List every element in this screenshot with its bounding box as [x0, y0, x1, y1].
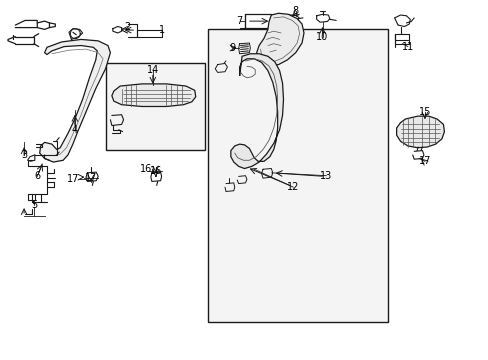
- Text: 4: 4: [72, 125, 78, 135]
- Polygon shape: [396, 116, 444, 148]
- Text: 7: 7: [236, 17, 242, 27]
- Text: 12: 12: [286, 182, 299, 192]
- Text: 16: 16: [149, 166, 162, 176]
- Polygon shape: [112, 84, 195, 107]
- Text: 9: 9: [229, 43, 235, 53]
- Bar: [207, 30, 387, 321]
- Polygon shape: [230, 54, 283, 168]
- Text: 1: 1: [158, 25, 164, 35]
- Text: 17: 17: [84, 173, 97, 183]
- Text: 5: 5: [31, 200, 37, 210]
- Text: 11: 11: [401, 42, 413, 51]
- Text: 17: 17: [66, 174, 79, 184]
- Text: 15: 15: [418, 107, 430, 117]
- Text: 16: 16: [140, 163, 152, 174]
- Text: 6: 6: [34, 171, 40, 181]
- Polygon shape: [256, 13, 304, 66]
- Text: 10: 10: [316, 32, 328, 42]
- Text: 13: 13: [320, 171, 332, 181]
- Text: 8: 8: [292, 6, 298, 17]
- Bar: [105, 63, 205, 149]
- Text: 17: 17: [418, 156, 430, 166]
- Text: 3: 3: [21, 150, 27, 160]
- Text: 2: 2: [124, 22, 130, 32]
- Polygon shape: [40, 40, 110, 162]
- Text: 14: 14: [146, 64, 159, 75]
